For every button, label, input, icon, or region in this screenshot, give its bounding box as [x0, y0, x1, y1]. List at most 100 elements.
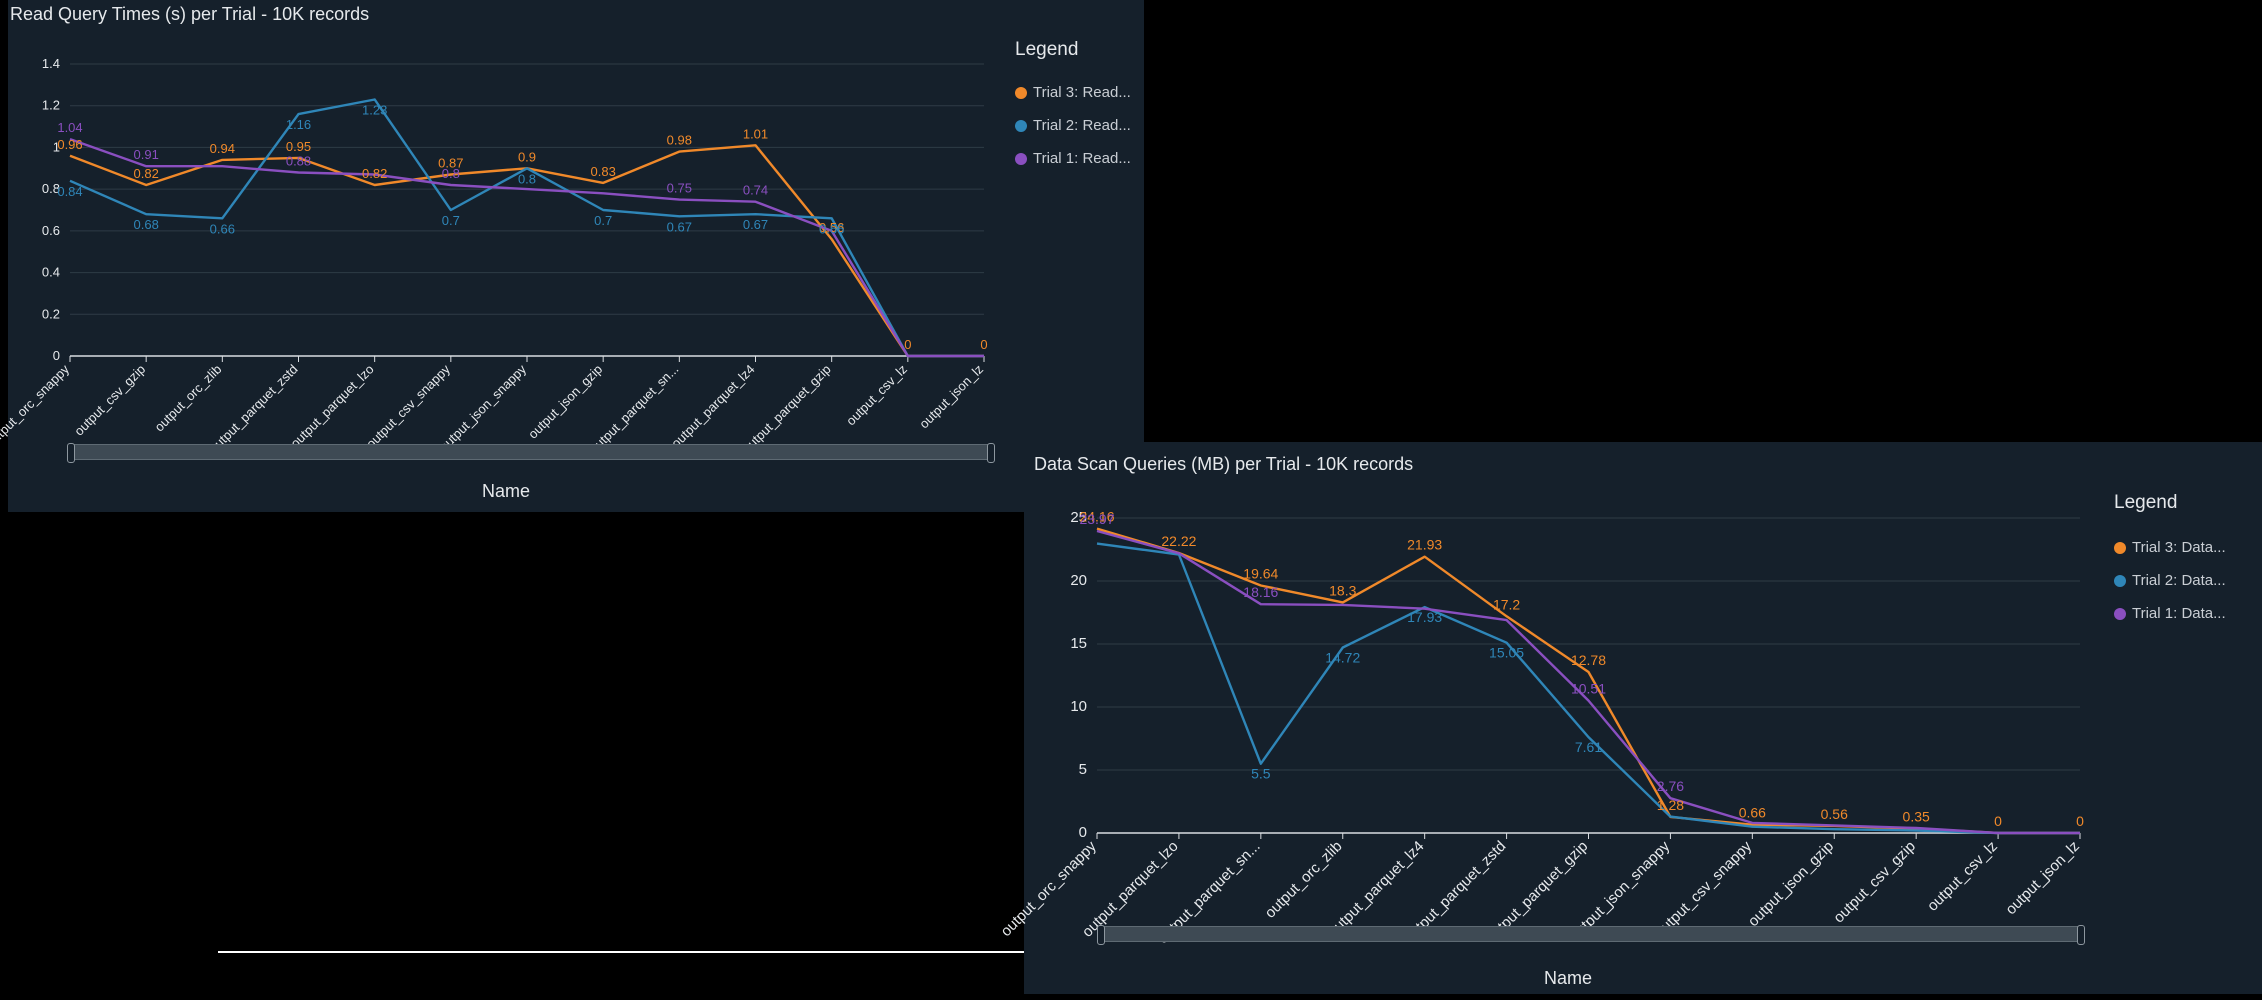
y-tick-label: 0 [53, 348, 60, 363]
y-tick-label: 25 [1070, 509, 1087, 526]
data-label: 0.67 [667, 219, 692, 234]
x-tick-label: output_parquet_lzo [287, 362, 376, 451]
scrollbar-handle-right[interactable] [2077, 925, 2085, 945]
y-tick-label: 0.2 [42, 306, 60, 321]
divider-line [218, 951, 1026, 953]
legend-item-trial-1[interactable]: Trial 1: Read... [1015, 150, 1131, 167]
y-tick-label: 20 [1070, 572, 1087, 589]
chart-range-scrollbar[interactable] [1097, 925, 2085, 945]
data-label: 0.8 [442, 166, 460, 181]
chart-title: Data Scan Queries (MB) per Trial - 10K r… [1034, 454, 1414, 474]
data-scan-queries-chart: 0510152025output_orc_snappyoutput_parque… [998, 509, 2085, 948]
data-label: 17.2 [1493, 596, 1520, 612]
series-line-trial1[interactable] [1096, 529, 2080, 835]
x-tick-label: output_json_gzip [1745, 838, 1837, 930]
data-label: 1.04 [57, 120, 82, 135]
legend-dot-icon [2114, 574, 2126, 587]
data-label: 0.82 [134, 166, 159, 181]
data-label: 15.05 [1489, 645, 1524, 661]
data-label: 0.35 [1903, 809, 1930, 825]
y-tick-label: 1.2 [42, 98, 60, 113]
x-tick-label: output_json_lz [2002, 838, 2082, 918]
legend-label: Trial 3: Read... [1033, 84, 1131, 101]
legend-dot-icon [1015, 86, 1027, 99]
legend-dot-icon [2114, 607, 2126, 620]
x-tick-label: output_parquet_lz4 [668, 362, 757, 451]
legend-title: Legend [1015, 39, 1079, 60]
x-tick-label: output_json_gzip [525, 362, 605, 442]
x-tick-label: output_json_snappy [436, 361, 529, 454]
data-label: 0.87 [438, 156, 463, 171]
y-tick-label: 0.4 [42, 265, 60, 280]
data-label: 0 [1994, 813, 2002, 829]
x-tick-label: output_json_lz [916, 362, 986, 432]
legend-item-trial-2[interactable]: Trial 2: Read... [1015, 117, 1131, 134]
x-tick-label: output_orc_zlib [1262, 838, 1346, 922]
x-tick-label: output_csv_gzip [1830, 838, 1919, 927]
data-label: 18.16 [1243, 584, 1278, 600]
data-label: 1.16 [286, 117, 311, 132]
y-tick-label: 10 [1070, 698, 1087, 715]
read-query-times-panel: Read Query Times (s) per Trial - 10K rec… [0, 0, 1144, 512]
scrollbar-handle-left[interactable] [1097, 925, 1105, 945]
x-tick-label: output_csv_gzip [71, 362, 148, 439]
data-label: 21.93 [1407, 537, 1442, 553]
data-label: 0.66 [1739, 805, 1766, 821]
chart-range-scrollbar[interactable] [67, 443, 995, 463]
data-label: 0 [980, 337, 987, 352]
data-label: 1.28 [1657, 797, 1684, 813]
data-label: 0.75 [667, 181, 692, 196]
data-label: 0.9 [518, 149, 536, 164]
data-label: 24.16 [1079, 509, 1114, 525]
legend-label: Trial 1: Read... [1033, 150, 1131, 167]
data-label: 0 [2076, 813, 2084, 829]
data-label: 0.83 [591, 164, 616, 179]
data-label: 10.51 [1571, 681, 1606, 697]
data-label: 22.22 [1161, 533, 1196, 549]
x-axis-title: Name [482, 481, 531, 501]
y-tick-label: 0.6 [42, 223, 60, 238]
x-tick-label: output_orc_zlib [152, 362, 225, 435]
series-line-trial2[interactable] [69, 98, 984, 358]
data-label: 0.66 [819, 221, 844, 236]
series-line-trial1[interactable] [69, 137, 984, 358]
legend-dot-icon [2114, 541, 2126, 554]
data-label: 0.56 [819, 220, 844, 235]
data-label: 0.67 [743, 217, 768, 232]
data-label: 0 [904, 337, 911, 352]
legend-title: Legend [2114, 492, 2178, 513]
data-label: 12.78 [1571, 652, 1606, 668]
chart-title: Read Query Times (s) per Trial - 10K rec… [10, 4, 370, 24]
data-label: 14.72 [1325, 650, 1360, 666]
data-label: 0.96 [57, 137, 82, 152]
series-line-trial2[interactable] [1096, 542, 2080, 835]
x-tick-label: output_csv_lz [843, 362, 910, 429]
y-tick-label: 0 [1079, 824, 1087, 841]
data-label: 0.94 [210, 141, 235, 156]
data-label: 17.93 [1407, 609, 1442, 625]
data-label: 0.68 [134, 217, 159, 232]
y-tick-label: 1 [53, 139, 60, 154]
data-label: 0.8 [518, 171, 536, 186]
data-label: 0.74 [743, 183, 768, 198]
legend-item-trial-1[interactable]: Trial 1: Data... [2114, 605, 2226, 622]
scrollbar-handle-right[interactable] [987, 443, 995, 463]
legend-dot-icon [1015, 119, 1027, 132]
data-label: 2.76 [1657, 778, 1684, 794]
legend-item-trial-3[interactable]: Trial 3: Data... [2114, 539, 2226, 556]
data-label: 18.3 [1329, 582, 1356, 598]
data-label: 7.61 [1575, 739, 1602, 755]
legend-item-trial-2[interactable]: Trial 2: Data... [2114, 572, 2226, 589]
x-axis-title: Name [1544, 968, 1593, 988]
legend-item-trial-3[interactable]: Trial 3: Read... [1015, 84, 1131, 101]
data-label: 23.97 [1079, 511, 1114, 527]
scrollbar-handle-left[interactable] [67, 443, 75, 463]
y-tick-label: 0.8 [42, 181, 60, 196]
y-tick-label: 15 [1070, 635, 1087, 652]
data-label: 0.82 [362, 166, 387, 181]
data-label: 0.7 [594, 213, 612, 228]
legend-label: Trial 2: Data... [2132, 572, 2226, 589]
legend-label: Trial 1: Data... [2132, 605, 2226, 622]
x-tick-label: output_csv_lz [1924, 838, 2001, 915]
